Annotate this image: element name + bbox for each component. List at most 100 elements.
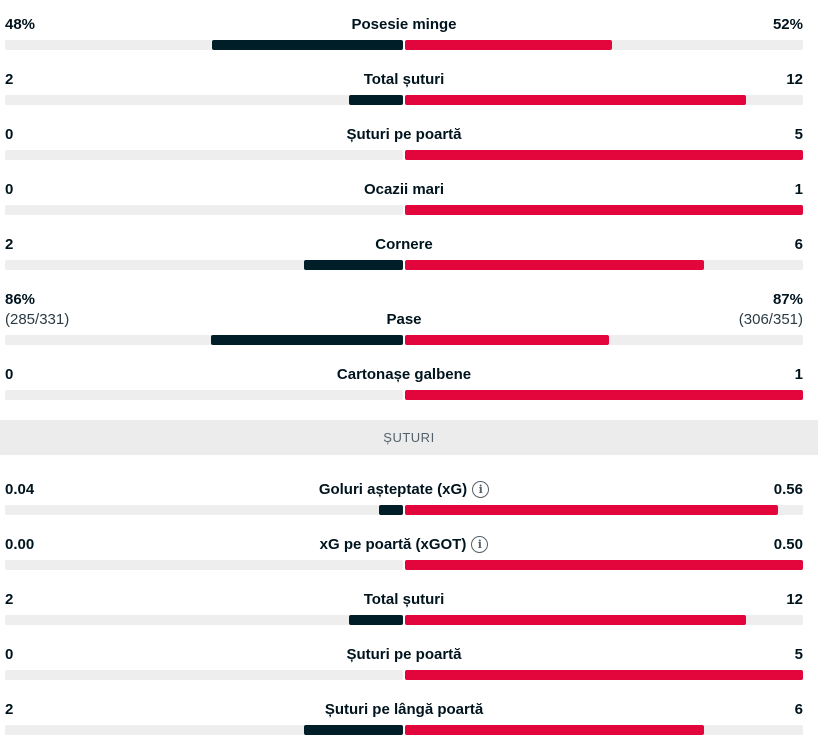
home-bar-track xyxy=(5,725,403,735)
home-value: 0 xyxy=(5,646,14,663)
info-icon[interactable]: i xyxy=(472,481,490,498)
stat-label: Șuturi pe lângă poartă xyxy=(0,701,808,719)
stat-row-total-shots: 2 Total șuturi 12 xyxy=(0,55,818,110)
away-bar-track xyxy=(405,40,803,50)
stat-label: Cartonașe galbene xyxy=(0,366,808,384)
away-value: 1 xyxy=(794,366,803,383)
stat-row-big-chances: 0 Ocazii mari 1 xyxy=(0,165,818,220)
away-value: 5 xyxy=(794,126,803,143)
home-bar-track xyxy=(5,615,403,625)
stat-row-shots-off-target: 2 Șuturi pe lângă poartă 6 xyxy=(0,685,818,740)
away-value: 87% xyxy=(772,291,803,308)
home-bar-track xyxy=(5,260,403,270)
stat-label-text: Cornere xyxy=(375,236,433,253)
home-value: 86% xyxy=(5,291,36,308)
home-bar-track xyxy=(5,95,403,105)
away-bar-fill xyxy=(405,615,746,625)
stat-label-text: Goluri așteptate (xG) xyxy=(318,481,468,498)
stat-label: Ocazii mari xyxy=(0,181,808,199)
stat-label: Goluri așteptate (xG) i xyxy=(0,481,808,499)
away-bar-fill xyxy=(405,150,803,160)
away-bar-track xyxy=(405,95,803,105)
stat-label: Pase xyxy=(0,311,808,329)
stat-row-xgot: 0.00 xG pe poartă (xGOT) i 0.50 xyxy=(0,520,818,575)
away-value: 6 xyxy=(794,701,803,718)
home-bar-track xyxy=(5,205,403,215)
away-bar-track xyxy=(405,670,803,680)
away-bar-fill xyxy=(405,335,609,345)
stat-label-text: Posesie minge xyxy=(351,16,457,33)
home-bar-track xyxy=(5,390,403,400)
stat-label-text: Șuturi pe poartă xyxy=(346,646,462,663)
home-bar-fill xyxy=(349,95,403,105)
away-value: 6 xyxy=(794,236,803,253)
home-value: 2 xyxy=(5,591,14,608)
home-value: 48% xyxy=(5,16,36,33)
stat-row-passes: 86% Pase 87% (285/331) (306/351) xyxy=(0,275,818,350)
away-bar-track xyxy=(405,560,803,570)
home-bar-fill xyxy=(379,505,403,515)
home-value: 0.00 xyxy=(5,536,35,553)
stat-row-shots-on-target-2: 0 Șuturi pe poartă 5 xyxy=(0,630,818,685)
home-bar-track xyxy=(5,505,403,515)
stat-row-yellow-cards: 0 Cartonașe galbene 1 xyxy=(0,350,818,405)
home-bar-fill xyxy=(211,40,403,50)
home-value: 0 xyxy=(5,181,14,198)
home-value: 0 xyxy=(5,126,14,143)
info-icon[interactable]: i xyxy=(471,536,489,553)
stat-label: xG pe poartă (xGOT) i xyxy=(0,536,808,554)
home-bar-track xyxy=(5,560,403,570)
stat-label: Cornere xyxy=(0,236,808,254)
stat-label-text: Total șuturi xyxy=(363,591,445,608)
home-bar-track xyxy=(5,150,403,160)
away-bar-fill xyxy=(405,260,704,270)
away-bar-fill xyxy=(405,205,803,215)
home-value: 2 xyxy=(5,236,14,253)
stat-label-text: Cartonașe galbene xyxy=(336,366,472,383)
stat-label-text: Total șuturi xyxy=(363,71,445,88)
away-bar-track xyxy=(405,260,803,270)
stat-label: Posesie minge xyxy=(0,16,808,34)
away-bar-fill xyxy=(405,505,778,515)
away-bar-track xyxy=(405,205,803,215)
away-bar-track xyxy=(405,615,803,625)
away-bar-fill xyxy=(405,670,803,680)
away-value: 12 xyxy=(786,71,803,88)
stat-label: Șuturi pe poartă xyxy=(0,126,808,144)
stat-row-shots-on-target: 0 Șuturi pe poartă 5 xyxy=(0,110,818,165)
home-bar-track xyxy=(5,670,403,680)
home-value: 2 xyxy=(5,701,14,718)
away-value: 0.50 xyxy=(773,536,803,553)
away-value: 52% xyxy=(772,16,803,33)
away-bar-track xyxy=(405,390,803,400)
home-value-detail: (285/331) xyxy=(5,311,70,328)
away-bar-fill xyxy=(405,95,746,105)
away-value: 1 xyxy=(794,181,803,198)
stat-label-text: Șuturi pe poartă xyxy=(346,126,462,143)
stat-label-text: xG pe poartă (xGOT) xyxy=(319,536,467,553)
home-bar-fill xyxy=(211,335,403,345)
away-bar-track xyxy=(405,335,803,345)
home-bar-fill xyxy=(349,615,403,625)
home-bar-track xyxy=(5,335,403,345)
home-value: 0 xyxy=(5,366,14,383)
stat-label: Șuturi pe poartă xyxy=(0,646,808,664)
stat-row-total-shots-2: 2 Total șuturi 12 xyxy=(0,575,818,630)
away-bar-fill xyxy=(405,560,803,570)
home-value: 2 xyxy=(5,71,14,88)
home-value: 0.04 xyxy=(5,481,35,498)
section-header-shots: ȘUTURI xyxy=(0,420,818,455)
home-bar-fill xyxy=(303,725,403,735)
away-value-detail: (306/351) xyxy=(738,311,803,328)
away-value: 5 xyxy=(794,646,803,663)
away-bar-fill xyxy=(405,40,612,50)
away-bar-fill xyxy=(405,725,704,735)
away-value: 12 xyxy=(786,591,803,608)
home-bar-fill xyxy=(303,260,403,270)
away-value: 0.56 xyxy=(773,481,803,498)
home-bar-track xyxy=(5,40,403,50)
stat-label-text: Șuturi pe lângă poartă xyxy=(324,701,484,718)
stat-label-text: Pase xyxy=(386,311,422,328)
stat-label: Total șuturi xyxy=(0,71,808,89)
away-bar-track xyxy=(405,725,803,735)
